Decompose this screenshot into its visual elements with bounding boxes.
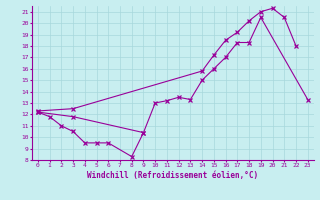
- X-axis label: Windchill (Refroidissement éolien,°C): Windchill (Refroidissement éolien,°C): [87, 171, 258, 180]
